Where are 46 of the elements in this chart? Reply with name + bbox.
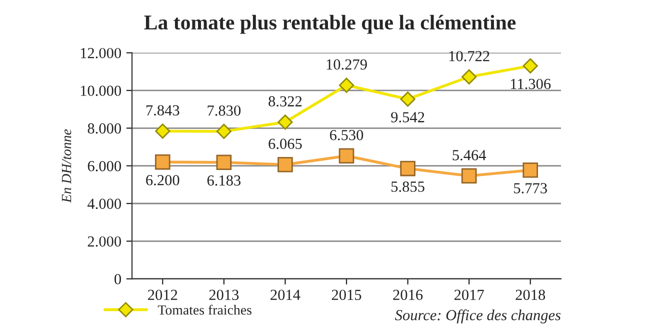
data-label: 6.200 — [146, 175, 180, 186]
point — [338, 78, 354, 93]
data-label: 6.530 — [330, 130, 364, 140]
y-tick-label: 0 — [114, 274, 121, 284]
point — [155, 154, 170, 170]
point — [522, 58, 538, 74]
data-label: 6.183 — [207, 175, 241, 186]
data-label: 11.306 — [510, 78, 551, 90]
x-tick-label: 2017 — [454, 290, 484, 300]
data-label: 6.065 — [268, 138, 302, 150]
point — [216, 154, 232, 170]
y-tick-label: 2.000 — [88, 236, 121, 247]
point — [461, 168, 477, 184]
point — [278, 156, 293, 172]
legend-label: Tomates fraiches — [158, 304, 252, 315]
y-axis-title: En DH/tonne — [62, 129, 72, 203]
y-tick-label: 8.000 — [88, 123, 121, 134]
point — [400, 92, 416, 107]
source-note: Source: Office des changes — [395, 309, 561, 324]
x-tick-label: 2016 — [393, 290, 423, 300]
point — [278, 114, 293, 130]
x-tick-label: 2012 — [148, 290, 178, 300]
data-label: 7.830 — [208, 105, 241, 116]
data-label: 10.279 — [326, 59, 367, 70]
data-label: 8.322 — [268, 96, 302, 107]
chart-title: La tomate plus rentable que la clémentine — [144, 14, 516, 34]
point — [216, 124, 232, 139]
data-label: 5.855 — [391, 182, 424, 192]
data-label: 9.542 — [391, 112, 424, 122]
x-tick-label: 2015 — [332, 290, 362, 300]
point — [155, 124, 170, 139]
data-label: 7.843 — [146, 105, 180, 116]
x-tick-label: 2013 — [209, 290, 239, 300]
point — [522, 162, 538, 178]
data-label: 5.464 — [452, 150, 486, 160]
point — [400, 160, 416, 176]
data-label: 10.722 — [449, 50, 490, 62]
y-tick-label: 6.000 — [88, 160, 121, 172]
y-tick-label: 4.000 — [88, 198, 121, 210]
x-tick-label: 2018 — [516, 290, 546, 300]
y-tick-label: 10.000 — [80, 86, 121, 96]
point — [338, 148, 354, 164]
x-tick-label: 2014 — [270, 290, 300, 300]
y-tick-label: 12.000 — [80, 48, 121, 58]
point — [462, 69, 477, 84]
data-label: 5.773 — [514, 183, 547, 194]
